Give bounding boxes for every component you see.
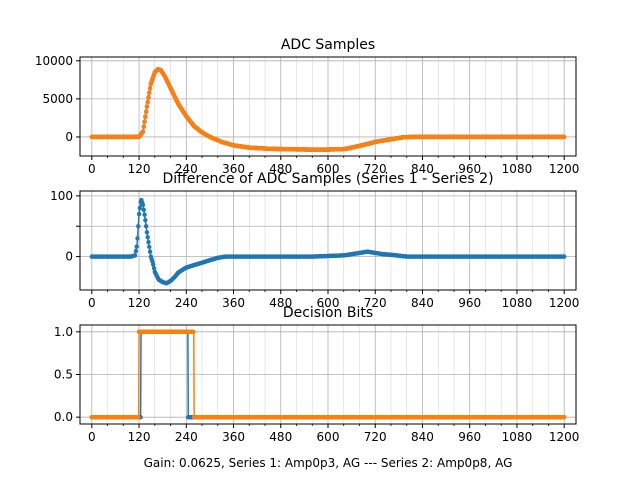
x-tick-label: 720 xyxy=(364,162,387,176)
data-point xyxy=(186,414,191,420)
series-markers xyxy=(89,67,567,152)
data-point xyxy=(147,249,153,254)
data-point xyxy=(147,244,152,250)
data-point xyxy=(136,224,141,229)
data-point xyxy=(143,114,148,120)
x-tick-label: 240 xyxy=(175,296,198,310)
data-point xyxy=(142,212,147,217)
x-tick-label: 0 xyxy=(88,162,96,176)
y-tick-label: 0 xyxy=(65,250,73,264)
data-point xyxy=(143,224,149,229)
data-point xyxy=(147,86,153,91)
series-markers xyxy=(89,197,567,286)
data-point xyxy=(144,230,150,235)
y-tick-label: 0.5 xyxy=(54,368,73,382)
x-tick-label: 960 xyxy=(458,430,481,444)
data-point xyxy=(145,100,150,105)
x-tick-label: 0 xyxy=(88,296,96,310)
data-point xyxy=(143,217,148,223)
x-tick-label: 1080 xyxy=(502,430,533,444)
data-point xyxy=(146,239,151,245)
y-tick-label: 10000 xyxy=(35,54,73,68)
x-tick-label: 480 xyxy=(269,296,292,310)
data-point xyxy=(151,265,157,271)
x-tick-label: 600 xyxy=(317,162,340,176)
data-point xyxy=(191,329,196,335)
x-tick-label: 360 xyxy=(222,296,245,310)
data-point xyxy=(135,236,140,241)
chart-title: Difference of ADC Samples (Series 1 - Se… xyxy=(162,171,493,187)
y-tick-label: 5000 xyxy=(42,92,73,106)
data-point xyxy=(136,329,142,335)
chart-decision-bits: Decision Bits 0 120 240 360 480 600 720 840 960 10… xyxy=(54,305,580,444)
x-tick-label: 840 xyxy=(411,430,434,444)
data-point xyxy=(136,211,142,217)
chart-adc-samples: ADC Samples 0 120 240 360 480 600 720 840 960 1080… xyxy=(35,37,580,176)
data-point xyxy=(561,414,567,420)
data-point xyxy=(145,234,150,240)
series-markers xyxy=(89,329,567,420)
x-tick-label: 1200 xyxy=(549,162,580,176)
x-tick-label: 720 xyxy=(364,430,387,444)
x-tick-label: 0 xyxy=(88,430,96,444)
x-tick-label: 840 xyxy=(411,162,434,176)
x-tick-label: 480 xyxy=(269,430,292,444)
x-tick-label: 120 xyxy=(128,296,151,310)
x-tick-label: 240 xyxy=(175,430,198,444)
data-point xyxy=(142,119,147,125)
x-tick-label: 600 xyxy=(317,296,340,310)
data-point xyxy=(143,109,149,115)
data-point xyxy=(147,90,152,96)
x-tick-label: 960 xyxy=(458,296,481,310)
x-tick-label: 840 xyxy=(411,296,434,310)
x-tick-label: 600 xyxy=(317,430,340,444)
figure-caption: Gain: 0.0625, Series 1: Amp0p3, AG --- S… xyxy=(144,456,513,470)
data-point xyxy=(146,95,151,100)
x-tick-label: 1200 xyxy=(549,430,580,444)
y-tick-label: 0 xyxy=(65,130,73,144)
data-point xyxy=(134,244,139,249)
x-tick-label: 480 xyxy=(269,162,292,176)
data-point xyxy=(191,414,197,420)
data-point xyxy=(133,248,139,254)
chart-difference-adc-samples: Difference of ADC Samples (Series 1 - Se… xyxy=(50,171,579,310)
x-tick-label: 360 xyxy=(222,162,245,176)
chart-title: ADC Samples xyxy=(281,37,375,53)
data-point xyxy=(140,129,146,135)
data-point xyxy=(132,253,138,258)
x-tick-label: 120 xyxy=(128,162,151,176)
x-tick-label: 240 xyxy=(175,162,198,176)
x-tick-label: 960 xyxy=(458,162,481,176)
data-point xyxy=(141,207,146,213)
data-point xyxy=(140,202,146,208)
data-point xyxy=(151,262,156,267)
x-tick-label: 720 xyxy=(364,296,387,310)
data-point xyxy=(141,124,146,130)
x-tick-label: 1080 xyxy=(502,296,533,310)
y-tick-label: 0.0 xyxy=(54,410,73,424)
y-tick-label: 100 xyxy=(50,189,73,203)
x-tick-label: 360 xyxy=(222,430,245,444)
data-point xyxy=(137,205,143,211)
data-point xyxy=(144,104,150,110)
data-point xyxy=(136,414,141,420)
x-tick-label: 1200 xyxy=(549,296,580,310)
x-tick-label: 120 xyxy=(128,430,151,444)
x-tick-label: 1080 xyxy=(502,162,533,176)
y-tick-label: 1.0 xyxy=(54,325,73,339)
chart-title: Decision Bits xyxy=(283,305,373,321)
data-point xyxy=(561,254,567,259)
data-point xyxy=(561,134,567,140)
